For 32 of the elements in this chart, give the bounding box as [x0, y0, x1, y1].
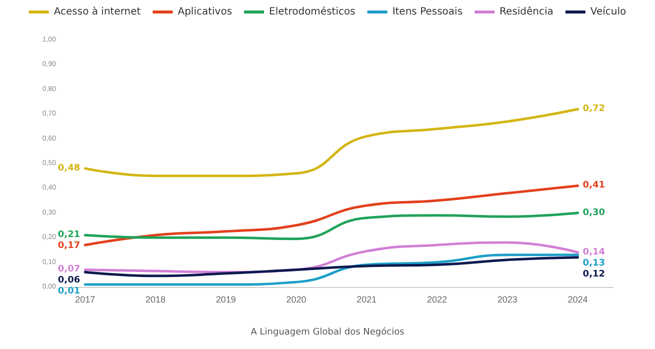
x-tick-label: 2017: [75, 294, 96, 304]
line-series: [84, 254, 580, 286]
data-label: 0,07: [58, 264, 80, 275]
line-series: [84, 184, 580, 246]
data-label: 0,14: [582, 247, 606, 258]
legend-label: Acesso à internet: [54, 6, 141, 18]
data-label: 0,01: [58, 286, 80, 297]
data-label: 0,30: [582, 208, 606, 218]
data-label: 0,17: [58, 241, 80, 252]
legend-label: Eletrodomésticos: [269, 6, 356, 18]
data-label: 0,13: [582, 258, 606, 268]
line-series: [84, 108, 580, 178]
x-tick-label: 2021: [356, 294, 377, 304]
data-label: 0,41: [582, 180, 606, 191]
data-label: 0,12: [582, 269, 606, 280]
data-label: 0,21: [58, 230, 80, 240]
legend-label: Aplicativos: [178, 6, 232, 18]
legend-label: Residência: [500, 6, 554, 18]
data-label: 0,72: [582, 104, 606, 114]
text: A Linguagem Global dos Negócios: [250, 326, 405, 338]
data-label: 0,06: [58, 276, 80, 286]
x-tick-label: 2020: [286, 294, 306, 304]
x-tick-label: 2019: [216, 294, 236, 304]
legend-label: Itens Pessoais: [392, 6, 463, 18]
data-label: 0,48: [58, 163, 80, 174]
line-series: [84, 212, 580, 240]
x-tick-label: 2023: [497, 294, 518, 304]
x-tick-label: 2024: [568, 294, 588, 304]
line-series: [84, 256, 580, 278]
legend-label: Veículo: [590, 6, 626, 18]
x-tick-label: 2018: [145, 294, 166, 304]
x-tick-label: 2022: [427, 294, 448, 304]
